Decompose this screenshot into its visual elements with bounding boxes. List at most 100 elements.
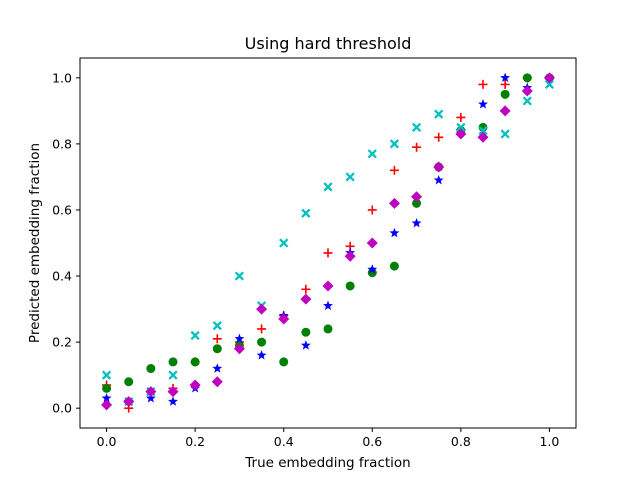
axes-layer: 0.0 0.2 0.4 0.6 0.8 1.0 0.0 0.2 0.4 0.6 0.8 1.0 — [52, 70, 559, 449]
data-point-diamond — [145, 386, 157, 398]
data-point-diamond — [278, 313, 290, 325]
data-point-diamond — [189, 379, 201, 391]
data-point-circle — [500, 89, 510, 99]
data-point-x — [301, 208, 311, 218]
data-point-star — [145, 393, 156, 403]
data-point-star — [411, 217, 422, 228]
data-points-layer — [101, 72, 555, 413]
data-point-x — [500, 129, 510, 139]
data-point-star — [500, 72, 511, 83]
data-point-circle — [124, 377, 134, 387]
data-point-diamond — [344, 250, 356, 262]
data-point-diamond — [411, 191, 423, 203]
data-point-diamond — [543, 72, 555, 84]
data-point-plus — [323, 248, 333, 258]
data-point-diamond — [322, 280, 334, 292]
data-point-plus — [434, 132, 444, 142]
data-point-plus — [367, 205, 377, 215]
data-point-x — [190, 330, 200, 341]
x-tick-label: 0.6 — [362, 434, 382, 449]
x-tick-label: 0.0 — [97, 434, 117, 449]
data-point-circle — [102, 383, 112, 393]
data-point-star — [389, 227, 400, 238]
data-point-diamond — [211, 376, 223, 388]
data-point-diamond — [499, 105, 511, 117]
data-point-circle — [323, 324, 333, 334]
series-diamond — [101, 72, 555, 411]
data-point-star — [168, 396, 178, 406]
x-tick-label: 1.0 — [539, 434, 559, 449]
data-point-diamond — [256, 303, 268, 315]
data-point-plus — [456, 112, 466, 122]
data-point-star — [478, 99, 488, 109]
data-point-x — [367, 149, 377, 159]
data-point-x — [168, 370, 178, 380]
data-point-x — [411, 122, 422, 132]
data-point-circle — [190, 357, 200, 367]
data-point-circle — [212, 344, 222, 354]
data-point-star — [256, 350, 267, 360]
data-point-circle — [146, 364, 156, 374]
data-point-diamond — [101, 399, 113, 411]
data-point-circle — [412, 198, 422, 208]
data-point-x — [544, 79, 555, 90]
data-point-diamond — [455, 128, 467, 140]
data-point-circle — [522, 73, 532, 83]
data-point-circle — [257, 337, 267, 347]
y-tick-label: 0.4 — [52, 269, 72, 284]
data-point-diamond — [233, 343, 245, 355]
data-point-x — [522, 96, 532, 106]
data-point-plus — [412, 142, 422, 152]
data-point-diamond — [477, 131, 489, 143]
chart-title: Using hard threshold — [245, 34, 412, 53]
plot-frame — [79, 57, 577, 429]
x-tick-label: 0.2 — [185, 434, 205, 449]
data-point-plus — [257, 324, 267, 334]
data-point-plus — [212, 334, 222, 344]
data-point-star — [367, 264, 378, 274]
data-point-x — [389, 139, 400, 149]
data-point-x — [279, 238, 289, 248]
y-tick-label: 0.2 — [52, 335, 72, 350]
data-point-diamond — [123, 396, 135, 408]
data-point-x — [234, 271, 245, 281]
data-point-x — [456, 122, 466, 132]
data-point-circle — [301, 327, 311, 337]
data-point-circle — [345, 281, 355, 291]
data-point-x — [101, 370, 112, 380]
data-point-star — [323, 300, 333, 310]
data-point-x — [434, 109, 444, 119]
data-point-diamond — [167, 386, 179, 398]
y-tick-label: 0.0 — [52, 401, 72, 416]
data-point-circle — [389, 261, 399, 271]
y-tick-label: 1.0 — [52, 70, 72, 85]
data-point-plus — [301, 284, 311, 294]
y-tick-label: 0.6 — [52, 202, 72, 217]
data-point-star — [300, 340, 311, 350]
data-point-x — [212, 320, 222, 331]
data-point-diamond — [521, 85, 533, 97]
plot-area — [80, 58, 576, 428]
data-point-x — [345, 172, 355, 182]
data-point-star — [212, 363, 223, 373]
data-point-diamond — [300, 293, 312, 305]
data-point-circle — [168, 357, 178, 367]
data-point-circle — [279, 357, 289, 367]
x-tick-label: 0.4 — [274, 434, 294, 449]
data-point-diamond — [433, 161, 445, 173]
data-point-x — [478, 126, 488, 136]
y-tick-label: 0.8 — [52, 136, 72, 151]
x-tick-label: 0.8 — [451, 434, 471, 449]
y-axis-title: Predicted embedding fraction — [27, 143, 43, 343]
data-point-star — [101, 393, 112, 403]
x-axis-title: True embedding fraction — [244, 455, 410, 471]
data-point-diamond — [366, 237, 378, 249]
data-point-star — [234, 333, 245, 344]
data-point-circle — [367, 268, 377, 278]
data-point-plus — [500, 79, 510, 89]
data-point-plus — [389, 165, 399, 175]
data-point-plus — [478, 79, 488, 89]
data-point-star — [433, 175, 444, 185]
data-point-x — [323, 182, 333, 192]
